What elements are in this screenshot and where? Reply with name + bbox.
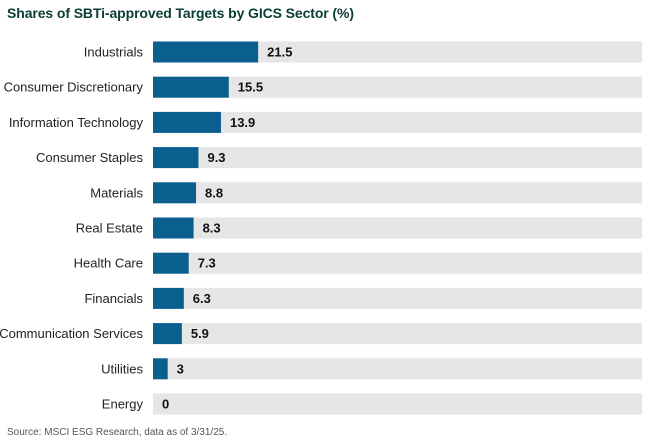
category-label-real-estate: Real Estate [76, 221, 143, 236]
bar-materials [153, 182, 197, 204]
category-label-industrials: Industrials [84, 45, 144, 60]
category-label-health-care: Health Care [74, 256, 143, 271]
chart-title: Shares of SBTi-approved Targets by GICS … [7, 5, 354, 21]
value-label-real-estate: 8.3 [203, 221, 221, 236]
bar-communication-services [153, 323, 182, 345]
bar-track-energy [153, 393, 642, 415]
value-label-health-care: 7.3 [198, 256, 216, 271]
value-label-information-technology: 13.9 [230, 115, 255, 130]
bar-consumer-staples [153, 147, 199, 169]
category-label-information-technology: Information Technology [9, 115, 144, 130]
bar-track-consumer-discretionary [153, 76, 642, 98]
value-label-communication-services: 5.9 [191, 326, 209, 341]
bar-real-estate [153, 217, 194, 239]
value-label-consumer-staples: 9.3 [207, 150, 225, 165]
bar-consumer-discretionary [153, 76, 229, 98]
bar-track-health-care [153, 252, 642, 274]
bar-track-utilities [153, 358, 642, 380]
bar-track-financials [153, 287, 642, 309]
value-label-industrials: 21.5 [267, 45, 292, 60]
category-label-utilities: Utilities [101, 361, 143, 376]
bar-track-industrials [153, 41, 642, 63]
value-label-consumer-discretionary: 15.5 [238, 80, 263, 95]
category-label-consumer-staples: Consumer Staples [36, 150, 143, 165]
bar-utilities [153, 358, 168, 380]
bar-financials [153, 287, 184, 309]
category-label-communication-services: Communication Services [0, 326, 143, 341]
bar-track-communication-services [153, 323, 642, 345]
bar-track-information-technology [153, 111, 642, 133]
category-label-energy: Energy [102, 397, 144, 412]
category-label-consumer-discretionary: Consumer Discretionary [4, 80, 144, 95]
category-label-financials: Financials [84, 291, 143, 306]
bar-information-technology [153, 111, 221, 133]
bar-track-consumer-staples [153, 147, 642, 169]
category-label-materials: Materials [90, 185, 143, 200]
source-note: Source: MSCI ESG Research, data as of 3/… [7, 427, 228, 438]
value-label-energy: 0 [162, 397, 169, 412]
value-label-materials: 8.8 [205, 185, 223, 200]
bar-track-materials [153, 182, 642, 204]
bar-industrials [153, 41, 259, 63]
value-label-utilities: 3 [177, 361, 184, 376]
value-label-financials: 6.3 [193, 291, 211, 306]
bar-track-real-estate [153, 217, 642, 239]
bar-health-care [153, 252, 189, 274]
